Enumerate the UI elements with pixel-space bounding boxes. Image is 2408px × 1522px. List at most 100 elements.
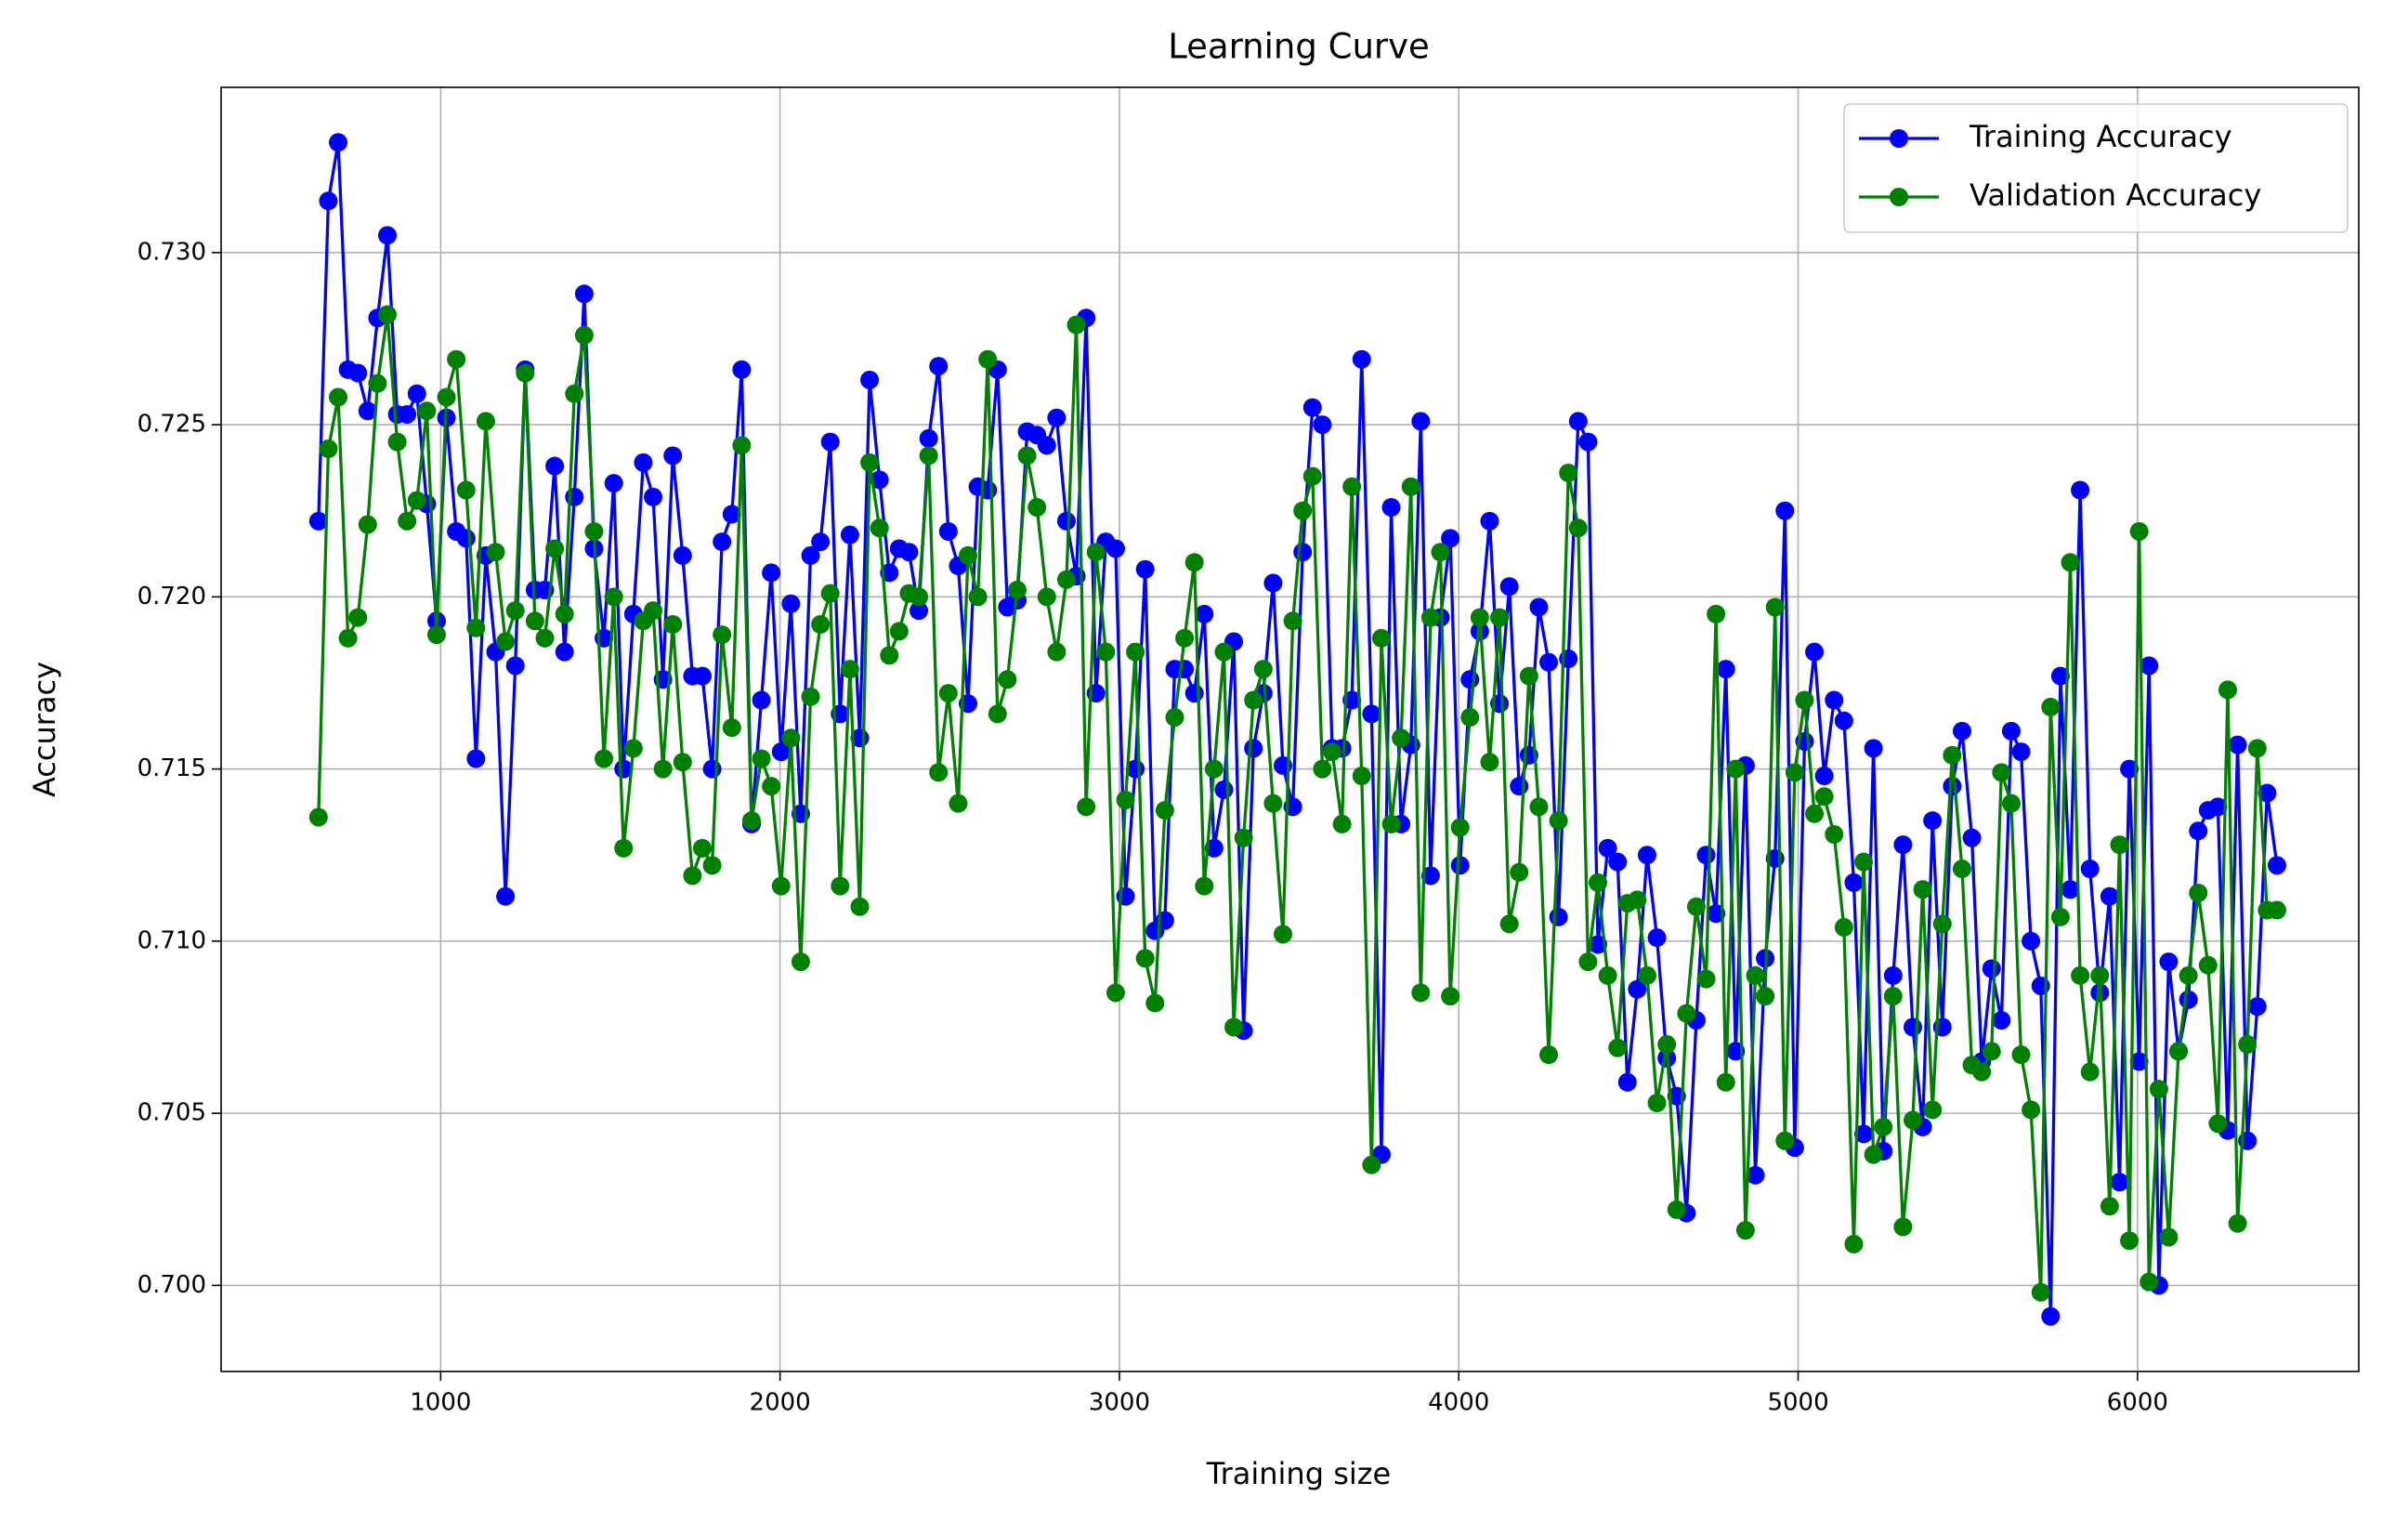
point	[1756, 987, 1775, 1006]
point	[1578, 432, 1598, 452]
y-tick-label: 0.725	[137, 411, 206, 439]
point	[1568, 518, 1588, 538]
point	[1195, 604, 1214, 623]
point	[722, 718, 741, 738]
point	[732, 436, 752, 455]
point	[1214, 642, 1234, 662]
point	[604, 587, 623, 607]
point	[476, 412, 495, 431]
point	[1647, 1094, 1667, 1113]
point	[1401, 477, 1420, 496]
point	[368, 374, 387, 393]
point	[486, 543, 505, 562]
point	[1844, 1234, 1864, 1253]
point	[791, 952, 810, 972]
y-tick-label: 0.705	[137, 1099, 206, 1127]
point	[2090, 965, 2110, 985]
point	[1686, 897, 1706, 916]
point	[722, 505, 741, 524]
point	[1707, 904, 1726, 924]
point	[1263, 794, 1283, 813]
point	[801, 687, 820, 706]
point	[2247, 997, 2267, 1017]
point	[1184, 684, 1204, 703]
point	[899, 543, 919, 562]
point	[811, 614, 831, 634]
point	[377, 226, 397, 245]
point	[496, 886, 516, 906]
point	[329, 387, 348, 407]
point	[555, 642, 574, 662]
point	[1135, 559, 1155, 579]
point	[1381, 498, 1401, 518]
point	[407, 384, 426, 403]
point	[1893, 1217, 1913, 1237]
point	[1825, 690, 1844, 710]
point	[1411, 412, 1431, 431]
point	[308, 807, 328, 827]
point	[2159, 952, 2179, 972]
point	[505, 601, 525, 621]
point	[1982, 959, 2001, 978]
point	[1086, 543, 1106, 562]
point	[771, 742, 791, 762]
point	[2120, 1231, 2140, 1251]
point	[2110, 835, 2129, 855]
point	[2100, 1197, 2119, 1216]
point	[2120, 759, 2140, 779]
point	[1598, 965, 1617, 985]
point	[1707, 604, 1726, 623]
point	[831, 876, 850, 896]
point	[1814, 767, 1834, 786]
series-line	[317, 140, 2279, 1319]
point	[820, 432, 840, 452]
point	[1371, 628, 1391, 648]
point	[762, 563, 781, 583]
point	[1696, 969, 1716, 989]
point	[1864, 1145, 1883, 1164]
point	[1175, 628, 1195, 648]
point	[1352, 349, 1371, 369]
point	[1204, 759, 1224, 779]
point	[1952, 859, 1971, 879]
point	[1352, 767, 1371, 786]
point	[1332, 814, 1352, 833]
point	[1883, 987, 1903, 1006]
point	[426, 625, 446, 645]
point	[1617, 1072, 1637, 1092]
point	[2208, 797, 2228, 817]
point	[2050, 907, 2070, 926]
point	[998, 670, 1017, 689]
point	[1165, 708, 1184, 728]
point	[683, 866, 702, 886]
point	[456, 529, 476, 548]
x-tick-label: 2000	[750, 1389, 811, 1417]
legend-box	[1843, 103, 2349, 233]
point	[702, 759, 722, 779]
point	[1480, 511, 1499, 531]
point	[1420, 866, 1440, 886]
point	[692, 666, 712, 686]
point	[1450, 856, 1470, 875]
point	[1805, 804, 1825, 823]
point	[1007, 580, 1027, 599]
point	[1539, 652, 1559, 672]
point	[1529, 797, 1549, 817]
point	[1746, 1165, 1765, 1185]
y-tick-label: 0.710	[137, 926, 206, 954]
legend: Training Accuracy Validation Accuracy	[1843, 103, 2349, 233]
point	[1814, 787, 1834, 807]
point	[1608, 852, 1628, 872]
point	[545, 539, 565, 558]
point	[889, 622, 909, 641]
point	[2011, 1045, 2031, 1065]
point	[1274, 925, 1293, 944]
point	[1214, 780, 1234, 799]
point	[2247, 739, 2267, 758]
point	[1647, 928, 1667, 948]
legend-label: Training Accuracy	[1969, 119, 2232, 154]
point	[584, 521, 604, 541]
point	[910, 587, 929, 607]
point	[1765, 597, 1785, 617]
point	[2189, 883, 2208, 902]
